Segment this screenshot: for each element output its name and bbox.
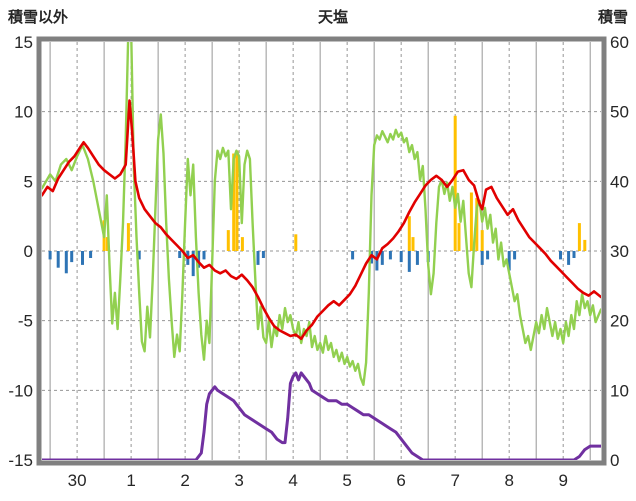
green-line (42, 42, 601, 386)
chart-header: 積雪以外 天塩 積雪 (8, 6, 628, 27)
purple-line (42, 371, 601, 460)
blue-bars-bar (261, 251, 265, 258)
orange-bars-bar (407, 216, 411, 251)
blue-bars-bar (415, 251, 419, 265)
left-axis-tick-label: 15 (14, 33, 33, 52)
left-axis-tick-label: -15 (8, 451, 33, 470)
orange-bars-bar (126, 223, 130, 251)
blue-bars-bar (191, 251, 195, 277)
right-axis-tick-label: 0 (610, 451, 619, 470)
x-axis-tick-label: 4 (288, 471, 297, 490)
x-axis-tick-label: 7 (450, 471, 459, 490)
left-axis-tick-label: -10 (8, 381, 33, 400)
right-axis-tick-label: 40 (610, 172, 629, 191)
orange-bars-bar (232, 153, 236, 251)
right-axis-tick-label: 30 (610, 242, 629, 261)
x-axis-tick-label: 3 (234, 471, 243, 490)
blue-bars-bar (513, 251, 517, 260)
blue-bars-bar (137, 251, 141, 260)
blue-bars-bar (572, 251, 576, 258)
blue-bars-bar (89, 251, 93, 258)
blue-bars-bar (178, 251, 182, 258)
gridlines (42, 42, 601, 460)
left-axis-tick-label: -5 (18, 312, 33, 331)
x-axis-tick-label: 8 (504, 471, 513, 490)
blue-bars-bar (407, 251, 411, 272)
orange-bars-bar (583, 239, 587, 251)
blue-bars-bar (480, 251, 484, 265)
orange-bars-bar (294, 234, 298, 251)
orange-bars-bar (457, 223, 461, 251)
right-axis-tick-label: 50 (610, 103, 629, 122)
blue-bars-bar (507, 251, 511, 271)
red-line (42, 99, 601, 341)
blue-bars-bar (351, 251, 355, 260)
chart-title: 天塩 (317, 9, 348, 26)
orange-bars-bar (453, 115, 457, 251)
x-axis-tick-label: 5 (342, 471, 351, 490)
x-axis-tick-label: 9 (558, 471, 567, 490)
blue-bars-bar (567, 251, 571, 265)
x-axis-tick-label: 1 (126, 471, 135, 490)
x-axis-tick-label: 6 (396, 471, 405, 490)
blue-bars-bar (486, 251, 490, 260)
blue-bars-bar (81, 251, 84, 265)
left-axis-tick-label: 10 (14, 103, 33, 122)
orange-bars-bar (411, 237, 415, 251)
blue-bars-bar (197, 251, 201, 268)
orange-bars-bar (226, 230, 230, 251)
x-axis-tick-label: 2 (180, 471, 189, 490)
left-axis-tick-label: 5 (24, 172, 33, 191)
blue-bars-bar (559, 251, 562, 260)
blue-bars-bar (202, 251, 206, 260)
blue-bars-bar (70, 251, 74, 263)
blue-bars-bar (56, 251, 60, 268)
orange-bars-bar (235, 150, 239, 251)
blue-bars-bar (48, 251, 52, 260)
blue-bars-bar (399, 251, 403, 263)
plot-frame (36, 36, 607, 466)
orange-bars-bar (469, 192, 473, 251)
blue-bars-bar (256, 251, 260, 265)
right-axis-tick-label: 60 (610, 33, 629, 52)
orange-bars-bar (577, 223, 581, 251)
left-axis-title: 積雪以外 (8, 9, 69, 26)
blue-bars-bar (375, 251, 379, 271)
right-axis-title: 積雪 (597, 9, 628, 26)
orange-bars-bar (240, 237, 244, 251)
right-axis-tick-label: 20 (610, 312, 629, 331)
left-axis-tick-label: 0 (24, 242, 33, 261)
orange-bars-bar (480, 230, 484, 251)
blue-bars-bar (388, 251, 392, 260)
blue-bars-bar (380, 251, 384, 265)
x-axis-tick-label: 30 (68, 471, 87, 490)
orange-bars-bar (475, 198, 479, 251)
blue-bars-bar (64, 251, 68, 274)
right-axis-tick-label: 10 (610, 381, 629, 400)
orange-bars-bar (105, 237, 109, 251)
plot-series (42, 42, 601, 460)
